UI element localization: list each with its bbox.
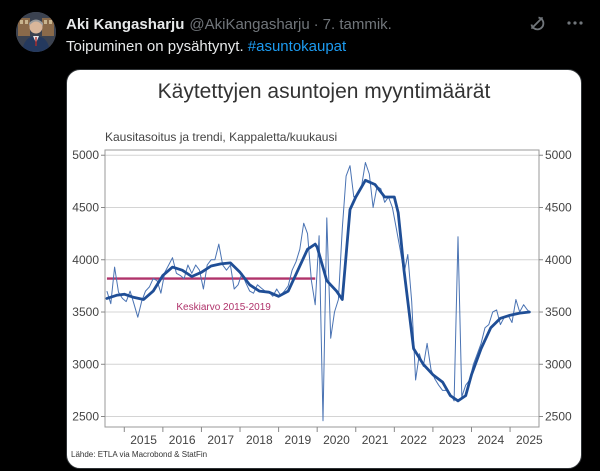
tweet-actions (526, 12, 586, 34)
grok-icon[interactable] (526, 12, 548, 34)
avatar-image (16, 12, 56, 52)
y-axis-left: 2500 3000 3500 4000 4500 5000 (72, 148, 105, 424)
y-tick-label: 4500 (72, 200, 99, 214)
x-tick-label: 2015 (130, 433, 157, 447)
plot-frame (104, 149, 540, 428)
x-tick-label: 2022 (400, 433, 427, 447)
x-tick-label: 2018 (246, 433, 273, 447)
x-tick-label: 2023 (439, 433, 466, 447)
average-label: Keskiarvo 2015-2019 (176, 302, 271, 313)
y-tick-label: 3500 (545, 305, 572, 319)
x-tick-label: 2016 (169, 433, 196, 447)
tweet-header: Aki Kangasharju @AkiKangasharju · 7. tam… (66, 13, 586, 35)
author-handle[interactable]: @AkiKangasharju (189, 15, 310, 33)
avatar[interactable] (16, 12, 56, 52)
tweet-date[interactable]: 7. tammik. (322, 15, 392, 33)
y-tick-label: 3000 (72, 357, 99, 371)
chart-subtitle: Kausitasoitus ja trendi, Kappaletta/kuuk… (105, 130, 337, 144)
y-tick-label: 3500 (72, 305, 99, 319)
series-trend-line (105, 178, 531, 403)
chart: Käytettyjen asuntojen myyntimäärät Kausi… (71, 80, 572, 459)
x-tick-label: 2021 (362, 433, 389, 447)
x-tick-label: 2017 (207, 433, 234, 447)
author-name[interactable]: Aki Kangasharju (66, 15, 185, 33)
tweet-body: Toipuminen on pysähtynyt. (66, 38, 248, 55)
tweet-text: Toipuminen on pysähtynyt. #asuntokaupat (66, 38, 346, 55)
hashtag-link[interactable]: #asuntokaupat (247, 38, 347, 55)
chart-title: Käytettyjen asuntojen myyntimäärät (158, 80, 491, 103)
x-tick-label: 2020 (323, 433, 350, 447)
y-axis-right: 2500 3000 3500 4000 4500 5000 (539, 148, 572, 424)
y-tick-label: 5000 (72, 148, 99, 162)
y-tick-label: 3000 (545, 357, 572, 371)
tweet-media[interactable]: Käytettyjen asuntojen myyntimäärät Kausi… (66, 69, 582, 469)
y-tick-label: 2500 (545, 410, 572, 424)
chart-source: Lähde: ETLA via Macrobond & StatFin (71, 450, 207, 459)
series-group (105, 162, 531, 422)
x-tick-label: 2024 (477, 433, 504, 447)
y-tick-label: 4500 (545, 200, 572, 214)
y-tick-label: 5000 (545, 148, 572, 162)
series-raw-line (106, 162, 530, 422)
y-tick-label: 4000 (545, 253, 572, 267)
y-tick-label: 4000 (72, 253, 99, 267)
separator: · (313, 15, 319, 33)
x-axis: 2015 2016 2017 2018 2019 2020 2021 2022 2023 2024… (123, 427, 543, 447)
more-icon[interactable] (564, 12, 586, 34)
x-tick-label: 2025 (516, 433, 543, 447)
x-tick-label: 2019 (285, 433, 312, 447)
y-tick-label: 2500 (72, 410, 99, 424)
